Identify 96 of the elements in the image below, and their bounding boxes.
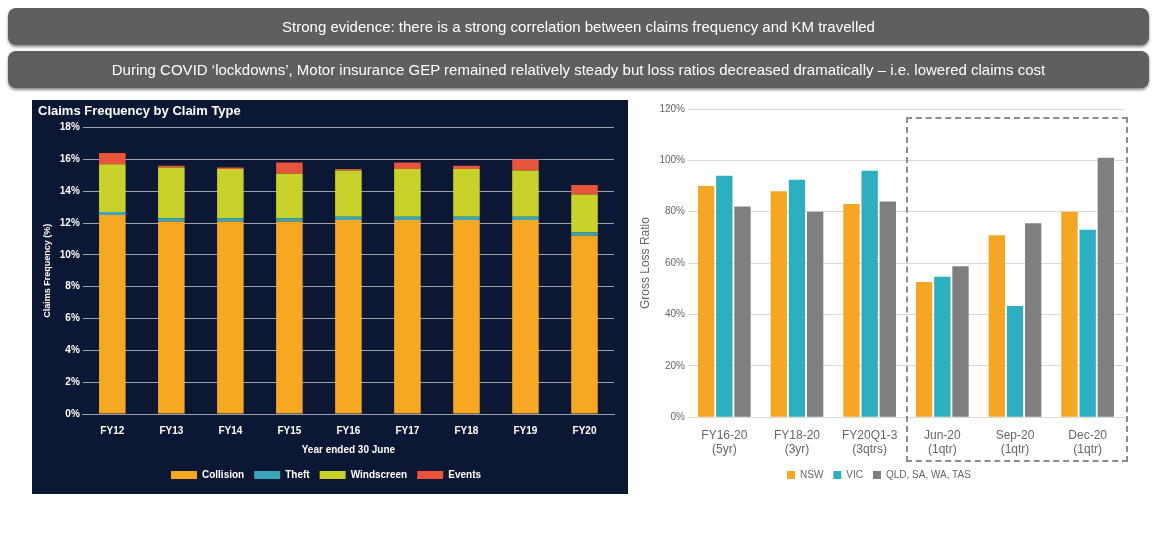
- bar: [394, 219, 421, 414]
- bar: [512, 159, 539, 171]
- y-axis-title: Gross Loss Ratio: [637, 216, 652, 310]
- y-tick-label: 0%: [65, 407, 80, 419]
- bar: [217, 221, 244, 414]
- y-tick-label: 16%: [59, 153, 80, 165]
- x-tick-label: FY14: [218, 424, 243, 436]
- y-tick-label: 2%: [65, 375, 80, 387]
- y-tick-label: 14%: [59, 184, 80, 196]
- bar: [1061, 211, 1078, 417]
- legend-label: Collision: [201, 468, 245, 480]
- bar: [158, 221, 185, 414]
- bar: [571, 194, 598, 233]
- chart-title: Claims Frequency by Claim Type: [38, 103, 241, 119]
- bar: [716, 175, 733, 417]
- bar: [806, 211, 824, 417]
- x-tick-label: Jun-20 (1qtr): [923, 427, 961, 457]
- bar: [335, 219, 362, 414]
- bar: [453, 165, 480, 169]
- bar: [571, 232, 598, 236]
- bar: [1024, 223, 1042, 417]
- x-tick-label: FY13: [159, 424, 184, 436]
- bar: [217, 218, 244, 222]
- y-tick-label: 18%: [59, 121, 80, 133]
- legend-label: Events: [448, 468, 482, 480]
- bar: [453, 168, 480, 217]
- bar: [879, 201, 896, 417]
- bar: [915, 282, 933, 417]
- y-tick-label: 12%: [59, 216, 80, 228]
- bar: [734, 206, 751, 417]
- y-tick-label: 120%: [659, 102, 686, 114]
- bar: [99, 153, 126, 165]
- bar: [217, 168, 244, 219]
- bar: [276, 162, 303, 174]
- x-tick-label: FY18-20 (3yr): [773, 427, 821, 457]
- bar: [394, 168, 421, 217]
- text: During COVID ‘lockdowns’, Motor insurance GEP remained relatively steady but loss ratios decreased dramatically – i.e. lowered claims cost: [8, 51, 1149, 88]
- y-tick-label: 100%: [659, 154, 686, 166]
- bar: [934, 276, 951, 417]
- bar: [770, 191, 787, 417]
- bar: [99, 164, 126, 212]
- bar: [697, 186, 715, 417]
- x-tick-label: FY16-20 (5yr): [701, 427, 748, 457]
- bar: [158, 218, 185, 222]
- y-tick-label: 80%: [664, 205, 686, 217]
- legend-label: QLD, SA, WA, TAS: [885, 468, 972, 480]
- x-tick-label: FY17: [395, 424, 420, 436]
- legend-label: VIC: [846, 468, 863, 480]
- x-tick-label: FY20Q1-3 (3qtrs): [841, 427, 898, 457]
- y-tick-label: 40%: [664, 308, 686, 320]
- bar: [99, 215, 126, 414]
- bar: [453, 216, 480, 220]
- y-tick-label: 20%: [664, 359, 686, 371]
- x-tick-label: FY16: [336, 424, 361, 436]
- bar: [861, 170, 878, 417]
- bar: [512, 219, 539, 414]
- bar: [512, 170, 539, 217]
- legend-label: NSW: [799, 468, 824, 480]
- y-axis-title: Claims Frequency (%): [41, 223, 52, 318]
- bar: [394, 216, 421, 220]
- y-tick-label: 60%: [664, 256, 686, 268]
- bar: [1079, 229, 1096, 417]
- bar: [276, 218, 303, 222]
- x-axis-title: Year ended 30 June: [301, 443, 396, 455]
- bar: [335, 216, 362, 220]
- x-tick-label: FY20: [572, 424, 597, 436]
- bar: [571, 184, 598, 195]
- x-tick-label: Dec-20 (1qtr): [1068, 427, 1108, 457]
- y-tick-label: 4%: [65, 344, 80, 356]
- x-tick-label: FY15: [277, 424, 302, 436]
- bar: [571, 235, 598, 414]
- bar: [788, 179, 806, 417]
- y-tick-label: 6%: [65, 312, 80, 324]
- bar: [394, 162, 421, 169]
- bar: [276, 221, 303, 414]
- bar: [1097, 157, 1115, 417]
- y-tick-label: 0%: [670, 410, 686, 422]
- bar: [512, 216, 539, 220]
- x-tick-label: FY12: [100, 424, 125, 436]
- x-tick-label: FY18: [454, 424, 479, 436]
- y-tick-label: 8%: [65, 280, 80, 292]
- x-tick-label: FY19: [513, 424, 538, 436]
- bar: [453, 219, 480, 414]
- bar: [158, 167, 185, 219]
- text: Strong evidence: there is a strong correlation between claims frequency and KM travelled: [8, 8, 1149, 45]
- bar: [335, 170, 362, 217]
- bar: [952, 266, 969, 417]
- bar: [988, 235, 1005, 417]
- legend-label: Theft: [285, 468, 311, 480]
- x-tick-label: Sep-20 (1qtr): [995, 427, 1035, 457]
- legend-label: Windscreen: [350, 468, 408, 480]
- bar: [1006, 305, 1024, 417]
- bar: [99, 211, 126, 216]
- y-tick-label: 10%: [59, 248, 80, 260]
- bar: [276, 173, 303, 219]
- bar: [843, 204, 860, 417]
